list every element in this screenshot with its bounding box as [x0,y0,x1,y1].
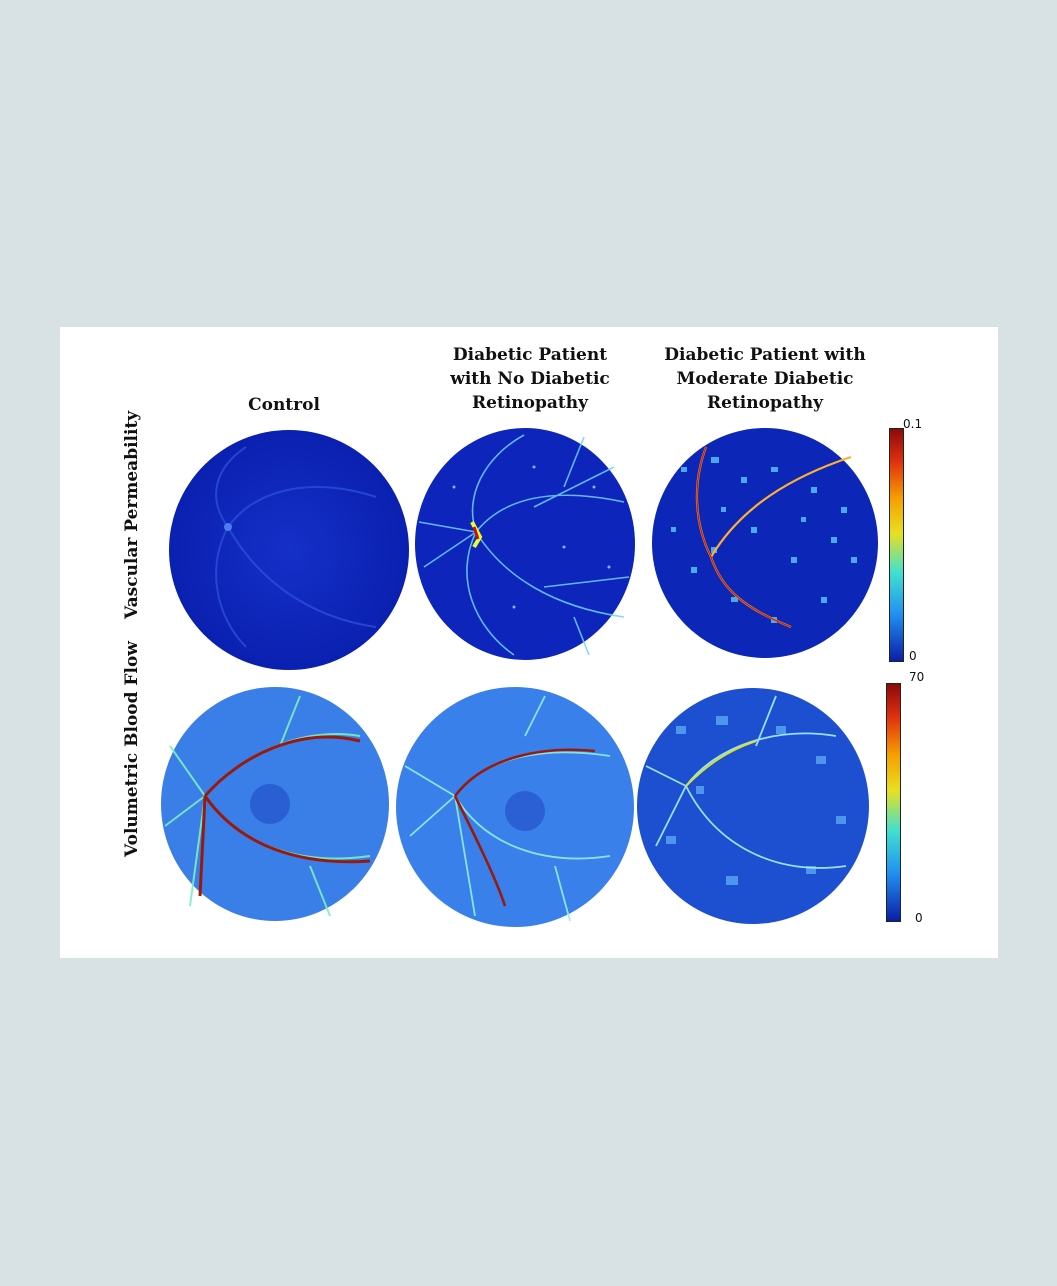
fundus-image-permeability-moderate-dr [652,428,878,658]
colorbar-permeability-min-label: 0 [909,649,917,663]
fundus-image-permeability-control [169,430,409,670]
colorbar-blood-flow-min-label: 0 [915,911,923,925]
row-title-vascular-permeability: Vascular Permeability [122,410,142,619]
fundus-image-permeability-no-dr [415,428,635,660]
fundus-image-flow-moderate-dr [637,688,869,924]
colorbar-permeability [889,428,904,662]
figure-panel: Control Diabetic Patient with No Diabeti… [60,327,998,958]
colorbar-blood-flow [886,683,901,922]
colorbar-permeability-max-label: 0.1 [903,417,923,431]
column-title-moderate-dr: Diabetic Patient with Moderate Diabetic … [664,345,866,413]
colorbar-blood-flow-max-label: 70 [909,670,925,684]
column-title-no-dr: Diabetic Patient with No Diabetic Retino… [450,345,610,413]
row-title-volumetric-blood-flow: Volumetric Blood Flow [122,641,142,857]
column-title-control: Control [248,395,320,415]
fundus-image-flow-control [161,687,389,921]
fundus-image-flow-no-dr [396,687,634,927]
